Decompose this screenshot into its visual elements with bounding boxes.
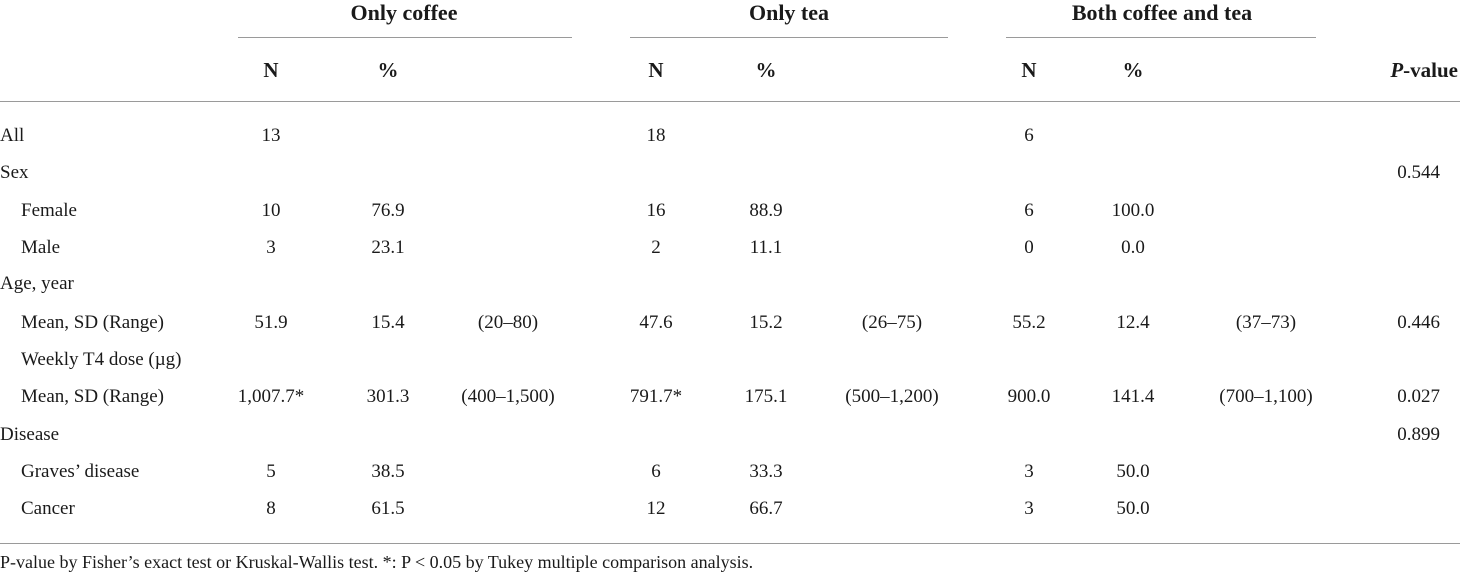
- table-footnote: P-value by Fisher’s exact test or Kruska…: [0, 552, 754, 572]
- table-cell: 3: [1024, 461, 1034, 482]
- table-cell: 6: [651, 461, 661, 482]
- p-value-cell: 0.446: [1397, 312, 1440, 333]
- table-cell: 33.3: [749, 461, 783, 482]
- table-cell: 3: [266, 237, 276, 258]
- subheader-pct-both: %: [1122, 58, 1144, 82]
- table-cell: 47.6: [639, 312, 673, 333]
- group-underline-coffee: [238, 37, 572, 38]
- table-cell: 900.0: [1007, 386, 1051, 407]
- subheader-n-tea: N: [648, 58, 664, 82]
- table-cell: 12.4: [1116, 312, 1150, 333]
- table-cell: 16: [646, 200, 666, 221]
- table-cell: 66.7: [749, 498, 783, 519]
- table-cell: 10: [261, 200, 281, 221]
- table-cell: 141.4: [1111, 386, 1155, 407]
- subheader-pct-tea: %: [755, 58, 777, 82]
- subheader-pct-coffee: %: [377, 58, 399, 82]
- table-cell: 175.1: [744, 386, 788, 407]
- table-cell: 0: [1024, 237, 1034, 258]
- row-label: All: [0, 125, 25, 146]
- table-cell: 11.1: [749, 237, 783, 258]
- row-label: Female: [21, 200, 77, 221]
- footer-rule: [0, 543, 1460, 544]
- group-header-only-tea: Only tea: [748, 0, 830, 25]
- row-label: Sex: [0, 162, 29, 183]
- table-cell: 76.9: [371, 200, 405, 221]
- row-label: Male: [21, 237, 61, 258]
- row-label: Disease: [0, 424, 60, 445]
- group-underline-both: [1006, 37, 1316, 38]
- table-cell: 0.0: [1121, 237, 1145, 258]
- table-cell: 791.7*: [629, 386, 683, 407]
- table-cell: 6: [1024, 125, 1034, 146]
- group-header-only-coffee: Only coffee: [350, 0, 458, 25]
- table-cell: (700–1,100): [1219, 386, 1313, 407]
- table-cell: 13: [261, 125, 281, 146]
- table-cell: 100.0: [1111, 200, 1155, 221]
- table-cell: 1,007.7*: [237, 386, 305, 407]
- table-cell: 15.4: [371, 312, 405, 333]
- table-cell: 23.1: [371, 237, 405, 258]
- table-cell: (37–73): [1235, 312, 1297, 333]
- subheader-n-both: N: [1021, 58, 1037, 82]
- table-cell: 8: [266, 498, 276, 519]
- p-value-cell: 0.027: [1397, 386, 1440, 407]
- table-cell: 50.0: [1116, 461, 1150, 482]
- table-cell: 88.9: [749, 200, 783, 221]
- table-cell: 61.5: [371, 498, 405, 519]
- table-cell: 6: [1024, 200, 1034, 221]
- table-cell: (500–1,200): [845, 386, 939, 407]
- row-label: Weekly T4 dose (µg): [21, 349, 182, 370]
- table-cell: 55.2: [1012, 312, 1046, 333]
- table-cell: (400–1,500): [461, 386, 555, 407]
- table-cell: 12: [646, 498, 666, 519]
- group-underline-tea: [630, 37, 948, 38]
- table-cell: 5: [266, 461, 276, 482]
- table-cell: (26–75): [861, 312, 923, 333]
- subheader-p-value: P-value: [1390, 58, 1458, 82]
- table-cell: 3: [1024, 498, 1034, 519]
- row-label: Graves’ disease: [21, 461, 140, 482]
- table-cell: 15.2: [749, 312, 783, 333]
- table-cell: 50.0: [1116, 498, 1150, 519]
- group-header-both: Both coffee and tea: [1071, 0, 1253, 25]
- row-label: Cancer: [21, 498, 75, 519]
- subheader-n-coffee: N: [263, 58, 279, 82]
- p-value-cell: 0.899: [1397, 424, 1440, 445]
- header-rule: [0, 101, 1460, 102]
- row-label: Mean, SD (Range): [21, 386, 164, 407]
- p-value-cell: 0.544: [1397, 162, 1440, 183]
- table-cell: 2: [651, 237, 661, 258]
- table-cell: 38.5: [371, 461, 405, 482]
- table-cell: 18: [646, 125, 666, 146]
- table-cell: 301.3: [366, 386, 410, 407]
- table-cell: (20–80): [477, 312, 539, 333]
- table-cell: 51.9: [254, 312, 288, 333]
- row-label: Age, year: [0, 273, 74, 294]
- row-label: Mean, SD (Range): [21, 312, 164, 333]
